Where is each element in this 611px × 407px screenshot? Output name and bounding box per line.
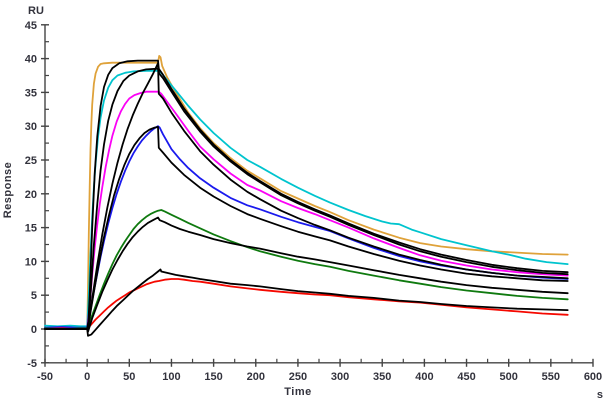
- x-tick-label: 100: [162, 371, 180, 383]
- y-tick-label: 25: [25, 155, 37, 167]
- y-tick-label: 10: [25, 256, 37, 268]
- y-tick-label: 15: [25, 223, 37, 235]
- x-tick-label: 300: [331, 371, 349, 383]
- curves-group: [44, 55, 569, 337]
- curve-fit-conc5: [44, 216, 569, 333]
- x-tick-label: 450: [457, 371, 475, 383]
- x-tick-label: 600: [584, 371, 602, 383]
- x-tick-label: 550: [542, 371, 560, 383]
- y-tick-label: 0: [31, 324, 37, 336]
- curve-fit-conc4: [44, 126, 569, 330]
- y-tick-label: -5: [27, 358, 37, 370]
- curve-response-conc5-green: [44, 209, 569, 330]
- y-tick-label: 5: [31, 290, 37, 302]
- x-tick-label: 150: [204, 371, 222, 383]
- curve-fit-conc6: [44, 268, 569, 337]
- curve-fit-conc2: [44, 67, 569, 330]
- x-tick-label: 400: [415, 371, 433, 383]
- y-axis-unit-label: RU: [28, 5, 44, 17]
- x-axis-unit-label: s: [597, 389, 603, 401]
- x-tick-label: 50: [123, 371, 135, 383]
- x-tick-label: -50: [37, 371, 53, 383]
- curve-fit-conc3: [44, 62, 569, 330]
- curve-response-conc1-orange: [44, 55, 569, 330]
- x-tick-label: 200: [247, 371, 265, 383]
- y-axis-title: Response: [2, 162, 14, 219]
- x-axis-title: Time: [284, 386, 311, 398]
- x-tick-label: 500: [500, 371, 518, 383]
- y-tick-label: 45: [25, 20, 37, 32]
- curve-fit-conc1: [44, 59, 569, 332]
- x-tick-label: 250: [289, 371, 307, 383]
- curve-response-conc3-magenta: [44, 90, 569, 330]
- curve-response-conc6-red: [44, 278, 569, 330]
- y-tick-label: 40: [25, 54, 37, 66]
- x-tick-label: 0: [84, 371, 90, 383]
- y-tick-label: 30: [25, 121, 37, 133]
- y-tick-label: 35: [25, 87, 37, 99]
- x-tick-label: 350: [373, 371, 391, 383]
- y-tick-label: 20: [25, 189, 37, 201]
